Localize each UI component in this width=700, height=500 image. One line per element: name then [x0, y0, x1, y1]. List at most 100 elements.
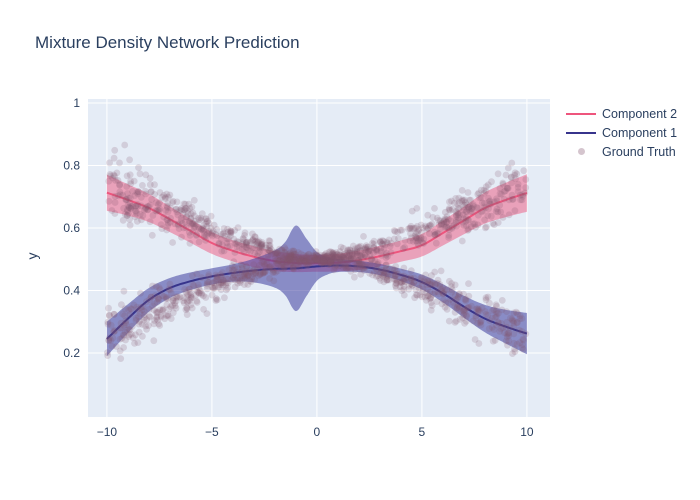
x-tick-label: −5 [205, 425, 219, 439]
scatter-point [131, 207, 139, 215]
scatter-point [303, 252, 311, 260]
scatter-point [137, 304, 145, 311]
scatter-point [373, 265, 381, 273]
scatter-point [142, 171, 150, 179]
scatter-point [411, 277, 418, 285]
scatter-point [154, 308, 162, 316]
legend-item-ground-truth[interactable]: Ground Truth [566, 142, 677, 161]
scatter-point [415, 281, 423, 288]
scatter-point [418, 229, 425, 237]
scatter-point [173, 198, 181, 206]
scatter-point [230, 258, 238, 265]
scatter-point [328, 253, 335, 261]
scatter-point [370, 237, 378, 245]
scatter-point [319, 258, 327, 265]
scatter-point [472, 223, 479, 231]
scatter-point [253, 240, 261, 247]
scatter-point [382, 273, 390, 281]
scatter-point [327, 256, 334, 264]
scatter-point [161, 194, 169, 201]
scatter-point [217, 235, 225, 243]
scatter-point [460, 197, 467, 205]
scatter-point [463, 312, 470, 320]
scatter-point [406, 224, 414, 232]
scatter-point [254, 239, 262, 246]
scatter-point [513, 340, 521, 348]
scatter-point [161, 315, 169, 323]
scatter-point [356, 252, 364, 260]
scatter-point [426, 280, 434, 288]
scatter-point [451, 302, 458, 310]
scatter-point [176, 206, 184, 214]
scatter-point [414, 237, 422, 245]
scatter-point [466, 202, 474, 210]
scatter-point [110, 171, 118, 179]
scatter-point [274, 257, 282, 265]
scatter-point [241, 274, 248, 282]
scatter-point [123, 196, 131, 203]
scatter-point [445, 232, 453, 239]
scatter-point [131, 340, 138, 347]
scatter-point [424, 211, 432, 219]
scatter-point [311, 257, 318, 265]
scatter-point [320, 255, 327, 262]
uncertainty-band-component-1 [106, 225, 527, 357]
scatter-point [234, 224, 242, 232]
scatter-point [331, 257, 338, 265]
scatter-point [251, 266, 258, 274]
scatter-point [372, 246, 380, 254]
scatter-point [257, 254, 265, 262]
scatter-point [496, 327, 504, 335]
scatter-point [327, 261, 334, 269]
scatter-point [327, 259, 335, 266]
scatter-point [354, 256, 362, 264]
scatter-point [127, 205, 135, 212]
scatter-point [454, 295, 461, 303]
scatter-point [164, 199, 172, 207]
scatter-point [145, 312, 153, 320]
legend-item-component-2[interactable]: Component 2 [566, 104, 677, 123]
scatter-point [469, 201, 477, 209]
scatter-point [217, 230, 225, 238]
scatter-point [431, 231, 439, 239]
scatter-point [105, 177, 113, 185]
chart-title: Mixture Density Network Prediction [35, 33, 300, 52]
scatter-point [469, 220, 477, 228]
scatter-point [341, 251, 349, 259]
scatter-point [162, 295, 170, 303]
scatter-point [346, 247, 354, 254]
scatter-point [134, 190, 142, 198]
scatter-point [211, 284, 219, 292]
scatter-point [166, 218, 174, 226]
scatter-point [274, 249, 282, 257]
scatter-point [257, 240, 265, 248]
scatter-point [257, 243, 265, 251]
scatter-point [247, 248, 254, 255]
scatter-point [512, 308, 520, 316]
scatter-point [121, 312, 129, 320]
scatter-point [492, 208, 500, 215]
scatter-point [360, 233, 367, 240]
scatter-point [319, 257, 327, 265]
scatter-point [482, 310, 490, 318]
scatter-point [499, 214, 507, 221]
legend-item-component-1[interactable]: Component 1 [566, 123, 677, 142]
scatter-point [213, 276, 221, 284]
scatter-point [215, 281, 223, 289]
scatter-point [360, 267, 368, 274]
scatter-point [489, 220, 497, 227]
scatter-point [228, 266, 236, 273]
scatter-point [252, 269, 259, 277]
scatter-point [135, 320, 143, 328]
scatter-point [217, 271, 225, 279]
scatter-point [472, 312, 480, 320]
scatter-point [311, 255, 319, 262]
scatter-point [126, 194, 134, 202]
scatter-point [211, 282, 219, 290]
scatter-point [126, 156, 133, 164]
scatter-point [328, 257, 335, 265]
scatter-point [489, 337, 497, 345]
scatter-point [481, 199, 488, 207]
scatter-point [505, 330, 512, 337]
